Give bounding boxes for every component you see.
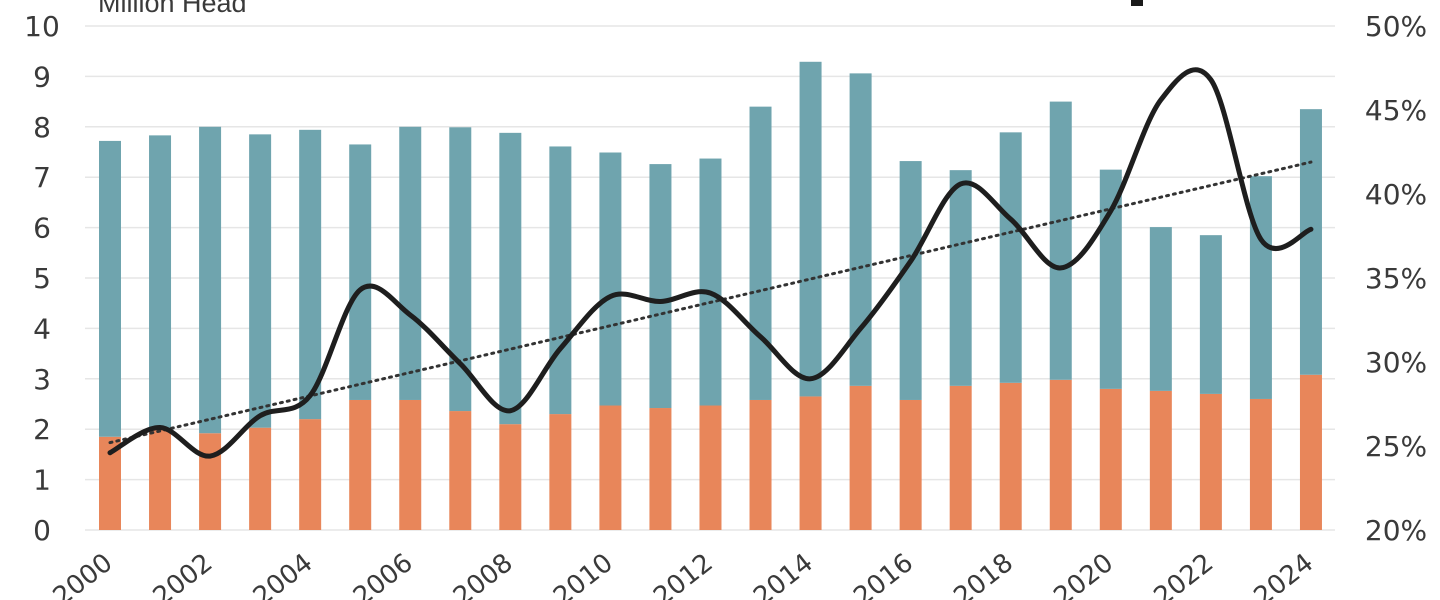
bar-top-2009 — [549, 146, 572, 415]
bar-top-2020 — [1099, 169, 1122, 389]
bar-top-2014 — [799, 61, 822, 397]
x-tick-label: 2016 — [848, 548, 919, 600]
bar-top-2001 — [149, 135, 172, 430]
left-axis-ticks: 0 1 2 3 4 5 6 7 8 9 10 — [24, 10, 60, 547]
bar-bottom-2013 — [749, 399, 772, 530]
bar-top-2013 — [749, 106, 772, 400]
bar-bottom-2008 — [499, 424, 522, 530]
bar-bottom-2015 — [849, 385, 872, 530]
bar-bottom-2001 — [149, 429, 172, 530]
right-tick-label: 25% — [1365, 430, 1427, 463]
bar-top-2017 — [949, 170, 972, 386]
bar-bottom-2007 — [449, 411, 472, 530]
bar-bottom-2020 — [1099, 388, 1122, 530]
x-tick-label: 2014 — [748, 548, 819, 600]
x-tick-label: 2020 — [1048, 548, 1119, 600]
left-tick-label: 5 — [33, 262, 51, 295]
right-tick-label: 50% — [1365, 10, 1427, 43]
bar-top-2000 — [99, 140, 121, 437]
right-tick-label: 30% — [1365, 346, 1427, 379]
x-tick-label: 2018 — [948, 548, 1019, 600]
left-tick-label: 1 — [33, 464, 51, 497]
bar-top-2022 — [1199, 235, 1222, 394]
left-tick-label: 9 — [33, 60, 51, 93]
bar-bottom-2012 — [699, 405, 722, 530]
bar-top-2018 — [999, 132, 1022, 383]
bar-bottom-2018 — [999, 382, 1022, 530]
bar-bottom-2011 — [649, 408, 672, 530]
bar-bottom-2022 — [1199, 393, 1222, 530]
right-axis-ticks: 20% 25% 30% 35% 40% 45% 50% — [1365, 10, 1427, 547]
bar-bottom-2003 — [249, 427, 272, 530]
bar-top-2011 — [649, 164, 672, 409]
bar-bottom-2016 — [899, 399, 922, 530]
left-tick-label: 4 — [33, 312, 51, 345]
left-tick-label: 7 — [33, 161, 51, 194]
left-tick-label: 6 — [33, 212, 51, 245]
bar-top-2012 — [699, 158, 722, 406]
bar-top-2024 — [1299, 109, 1322, 375]
y-axis-unit-label: Million Head — [98, 0, 247, 18]
bar-bottom-2006 — [399, 399, 422, 530]
x-tick-label: 2012 — [648, 548, 719, 600]
line-series — [107, 67, 1314, 459]
bar-bottom-2004 — [299, 419, 322, 530]
share-line — [107, 67, 1314, 459]
bar-top-2004 — [299, 129, 322, 420]
bar-top-2015 — [849, 73, 872, 386]
left-tick-label: 2 — [33, 413, 51, 446]
x-tick-label: 2022 — [1149, 548, 1220, 600]
right-tick-label: 45% — [1365, 94, 1427, 127]
left-tick-label: 8 — [33, 111, 51, 144]
bar-bottom-2014 — [799, 396, 822, 530]
legend-marker — [1131, 0, 1143, 6]
bar-top-2019 — [1049, 101, 1072, 380]
bar-bottom-2005 — [349, 399, 372, 530]
bar-top-2008 — [499, 132, 522, 425]
bar-bottom-2002 — [199, 433, 222, 530]
bar-bottom-2024 — [1299, 374, 1322, 530]
x-tick-label: 2006 — [348, 548, 419, 600]
bar-bottom-2017 — [949, 385, 972, 530]
x-tick-label: 2000 — [48, 548, 119, 600]
bar-top-2006 — [399, 126, 422, 400]
bar-top-2002 — [199, 126, 222, 434]
bar-top-2003 — [249, 134, 272, 428]
bar-series — [99, 61, 1322, 530]
bar-bottom-2023 — [1249, 398, 1272, 530]
bar-top-2021 — [1149, 227, 1172, 391]
x-tick-label: 2004 — [248, 548, 319, 600]
x-tick-label: 2002 — [148, 548, 219, 600]
x-tick-label: 2024 — [1249, 548, 1320, 600]
bar-top-2016 — [899, 161, 922, 400]
x-axis-ticks: 2000 2002 2004 2006 2008 2010 2012 2014 2016 2018… — [48, 548, 1320, 600]
right-tick-label: 20% — [1365, 514, 1427, 547]
bar-bottom-2000 — [99, 436, 121, 530]
bar-top-2007 — [449, 127, 472, 412]
x-tick-label: 2010 — [548, 548, 619, 600]
bar-bottom-2009 — [549, 414, 572, 530]
left-tick-label: 0 — [33, 514, 51, 547]
left-tick-label: 3 — [33, 363, 51, 396]
bar-bottom-2010 — [599, 405, 622, 530]
right-tick-label: 40% — [1365, 178, 1427, 211]
right-tick-label: 35% — [1365, 262, 1427, 295]
bar-top-2010 — [599, 152, 622, 406]
left-tick-label: 10 — [24, 10, 60, 43]
bar-bottom-2019 — [1049, 379, 1072, 530]
bar-bottom-2021 — [1149, 390, 1172, 530]
bar-top-2023 — [1249, 176, 1272, 399]
bar-top-2005 — [349, 144, 372, 400]
x-tick-label: 2008 — [448, 548, 519, 600]
